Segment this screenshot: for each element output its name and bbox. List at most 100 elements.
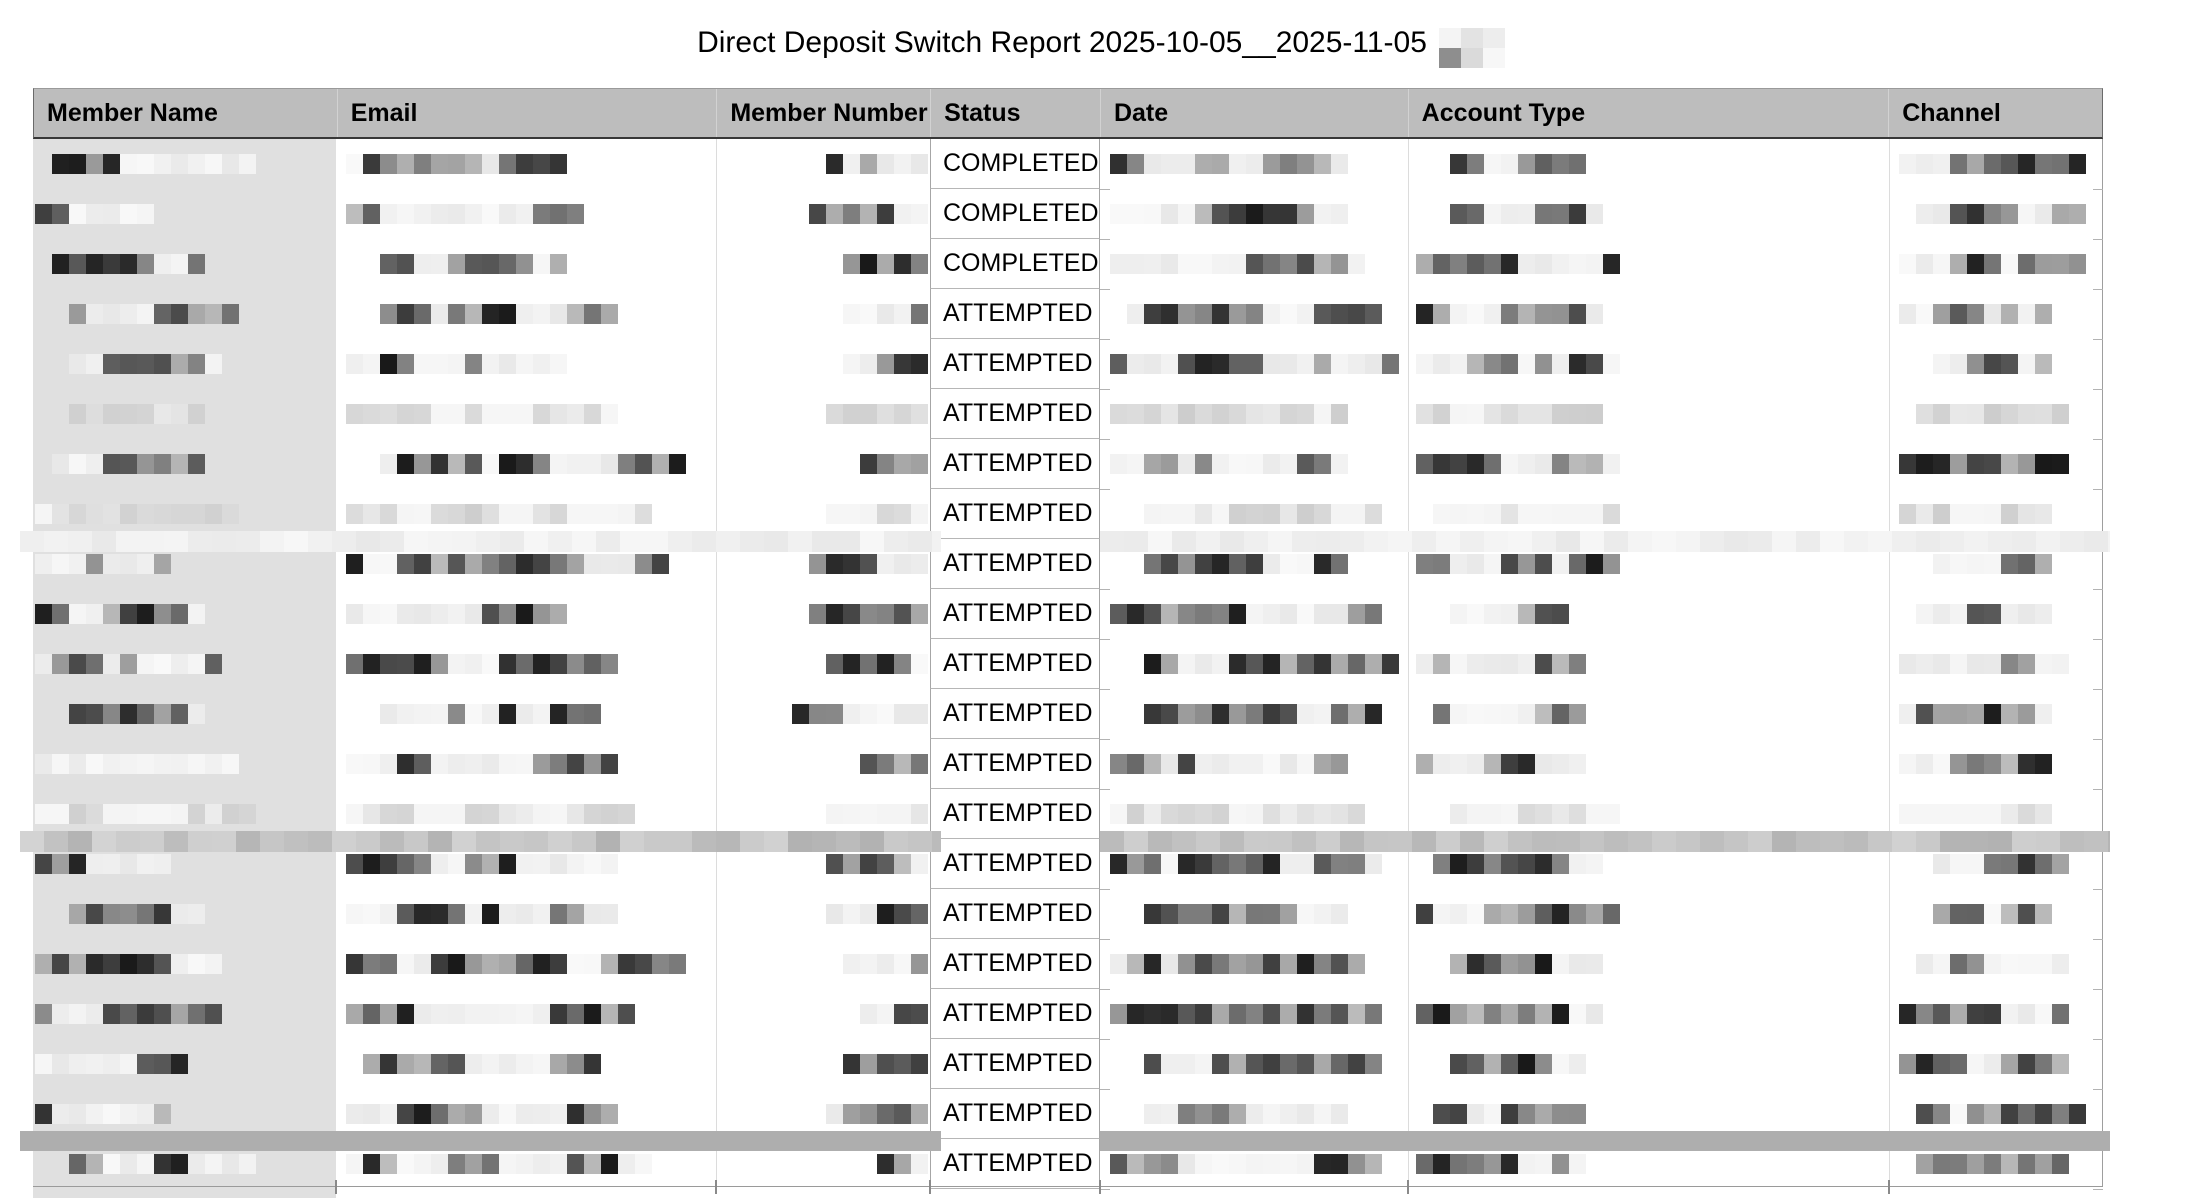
redacted-cell-mosaic bbox=[1899, 854, 2069, 874]
cell-email bbox=[336, 639, 716, 689]
redacted-cell-mosaic bbox=[346, 654, 618, 674]
table-row: ATTEMPTED bbox=[33, 439, 2103, 490]
cell-email bbox=[336, 239, 716, 289]
row-divider-tick bbox=[2093, 939, 2103, 940]
table-row: ATTEMPTED bbox=[33, 539, 2103, 590]
cell-member-number bbox=[716, 1089, 930, 1139]
cell-channel bbox=[1889, 939, 2103, 989]
cell-channel bbox=[1889, 1039, 2103, 1089]
cell-email bbox=[336, 339, 716, 389]
cell-date bbox=[1100, 339, 1408, 389]
row-divider-tick bbox=[1100, 639, 1110, 640]
cell-member-name bbox=[33, 639, 336, 689]
row-divider-tick bbox=[2093, 589, 2103, 590]
cell-date bbox=[1100, 589, 1408, 639]
redacted-cell-mosaic bbox=[346, 454, 686, 474]
cell-email bbox=[336, 689, 716, 739]
cell-status: ATTEMPTED bbox=[930, 489, 1100, 539]
table-row: ATTEMPTED bbox=[33, 389, 2103, 440]
cell-date bbox=[1100, 789, 1408, 839]
table-row: COMPLETED bbox=[33, 239, 2103, 290]
cell-status: ATTEMPTED bbox=[930, 739, 1100, 789]
row-divider-tick bbox=[2093, 689, 2103, 690]
redacted-cell-mosaic bbox=[809, 204, 928, 224]
cell-member-number bbox=[716, 689, 930, 739]
redacted-cell-mosaic bbox=[1899, 454, 2069, 474]
row-divider-tick bbox=[1100, 789, 1110, 790]
redacted-cell-mosaic bbox=[35, 1054, 188, 1074]
row-divider-tick bbox=[1100, 189, 1110, 190]
redacted-cell-mosaic bbox=[1899, 754, 2052, 774]
redacted-cell-mosaic bbox=[35, 904, 205, 924]
cell-channel bbox=[1889, 689, 2103, 739]
cell-status: ATTEMPTED bbox=[930, 839, 1100, 889]
redacted-cell-mosaic bbox=[1899, 904, 2052, 924]
table-row: ATTEMPTED bbox=[33, 639, 2103, 690]
cell-date bbox=[1100, 989, 1408, 1039]
redacted-cell-mosaic bbox=[1899, 354, 2052, 374]
redacted-cell-mosaic bbox=[826, 754, 928, 774]
redacted-cell-mosaic bbox=[1110, 854, 1382, 874]
redacted-cell-mosaic bbox=[1110, 554, 1348, 574]
redacted-cell-mosaic bbox=[1416, 1054, 1586, 1074]
cell-date bbox=[1100, 389, 1408, 439]
redacted-cell-mosaic bbox=[1110, 454, 1348, 474]
column-header-status: Status bbox=[930, 89, 1100, 137]
cell-date bbox=[1100, 539, 1408, 589]
redacted-cell-mosaic bbox=[346, 904, 618, 924]
redacted-cell-mosaic bbox=[1899, 1154, 2069, 1174]
redacted-cell-mosaic bbox=[346, 554, 669, 574]
cell-status: COMPLETED bbox=[930, 139, 1100, 189]
cell-status: ATTEMPTED bbox=[930, 289, 1100, 339]
redacted-cell-mosaic bbox=[35, 304, 239, 324]
cell-member-name bbox=[33, 189, 336, 239]
cell-email bbox=[336, 1089, 716, 1139]
table-bottom-border bbox=[33, 1186, 2103, 1187]
cell-email bbox=[336, 939, 716, 989]
redacted-cell-mosaic bbox=[1899, 254, 2086, 274]
cell-channel bbox=[1889, 389, 2103, 439]
redacted-cell-mosaic bbox=[1110, 304, 1382, 324]
cell-channel bbox=[1889, 1089, 2103, 1139]
redacted-cell-mosaic bbox=[1899, 554, 2052, 574]
cell-date bbox=[1100, 939, 1408, 989]
vertical-gridline bbox=[1408, 138, 1409, 1186]
redacted-cell-mosaic bbox=[35, 754, 239, 774]
redacted-cell-mosaic bbox=[35, 1104, 171, 1124]
redacted-cell-mosaic bbox=[826, 654, 928, 674]
redaction-stripe-faint bbox=[1100, 531, 2110, 552]
redacted-cell-mosaic bbox=[1899, 704, 2052, 724]
cell-account-type bbox=[1408, 339, 1889, 389]
cell-member-number bbox=[716, 989, 930, 1039]
cell-member-number bbox=[716, 1139, 930, 1189]
table-row: ATTEMPTED bbox=[33, 289, 2103, 340]
table-row: ATTEMPTED bbox=[33, 1039, 2103, 1090]
redacted-cell-mosaic bbox=[1110, 254, 1365, 274]
redacted-cell-mosaic bbox=[1899, 804, 2052, 824]
redacted-cell-mosaic bbox=[346, 1054, 601, 1074]
cell-account-type bbox=[1408, 689, 1889, 739]
cell-account-type bbox=[1408, 739, 1889, 789]
redaction-stripe-medium bbox=[1100, 831, 2110, 852]
redacted-cell-mosaic bbox=[1110, 954, 1365, 974]
cell-date bbox=[1100, 289, 1408, 339]
vertical-gridline bbox=[1889, 138, 1890, 1186]
redacted-cell-mosaic bbox=[1899, 1004, 2069, 1024]
cell-member-name bbox=[33, 989, 336, 1039]
cell-date bbox=[1100, 139, 1408, 189]
row-divider-tick bbox=[2093, 1039, 2103, 1040]
redacted-cell-mosaic bbox=[1110, 504, 1382, 524]
cell-email bbox=[336, 989, 716, 1039]
cell-status: ATTEMPTED bbox=[930, 1139, 1100, 1189]
cell-account-type bbox=[1408, 639, 1889, 689]
redacted-cell-mosaic bbox=[1416, 254, 1620, 274]
table-row: ATTEMPTED bbox=[33, 939, 2103, 990]
redacted-cell-mosaic bbox=[346, 1004, 635, 1024]
cell-member-name bbox=[33, 239, 336, 289]
cell-channel bbox=[1889, 289, 2103, 339]
redacted-cell-mosaic bbox=[809, 854, 928, 874]
redacted-cell-mosaic bbox=[1416, 604, 1569, 624]
redacted-cell-mosaic bbox=[1110, 754, 1348, 774]
cell-account-type bbox=[1408, 1139, 1889, 1189]
